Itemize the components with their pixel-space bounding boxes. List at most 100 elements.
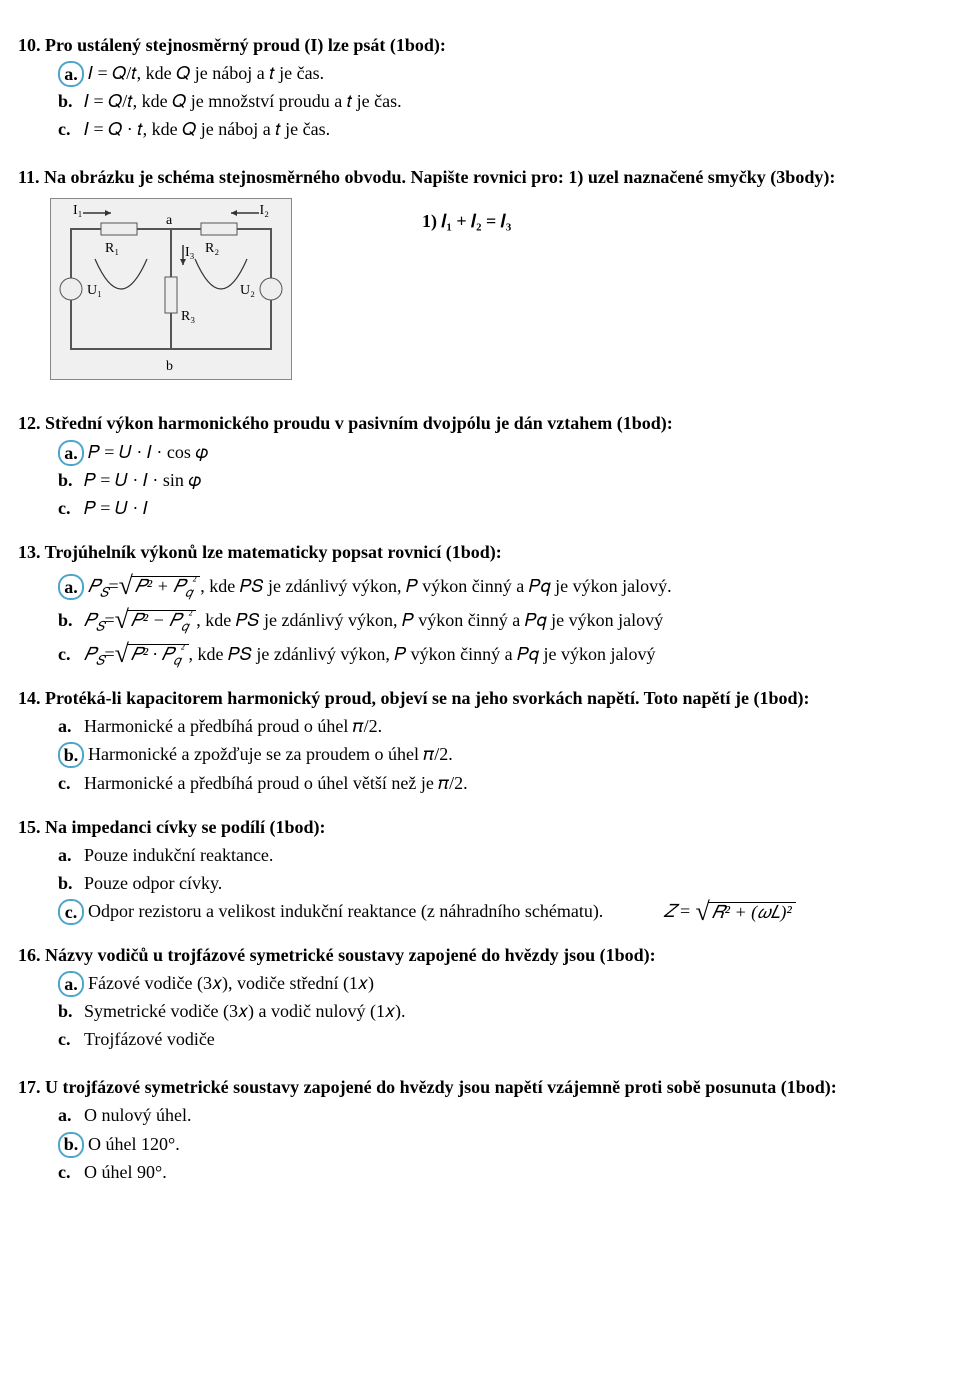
- lbl-r2: R₂: [205, 239, 219, 259]
- q14-options: a. Harmonické a předbíhá proud o úhel 𝜋/…: [58, 713, 942, 795]
- q13-opt-c: c. 𝑃𝑆 = √ 𝑃² · 𝑃𝑞² , kde 𝑃𝑆 je zdánlivý …: [58, 641, 942, 667]
- q17-a-label: a.: [58, 1102, 80, 1128]
- q13-c-label: c.: [58, 641, 80, 667]
- q10-title: 10. Pro ustálený stejnosměrný proud (I) …: [18, 32, 942, 58]
- q15-opt-b: b. Pouze odpor cívky.: [58, 870, 942, 896]
- q14-opt-a: a. Harmonické a předbíhá proud o úhel 𝜋/…: [58, 713, 942, 739]
- q15-c-label: c.: [58, 899, 84, 925]
- lbl-i3: I₃: [185, 243, 195, 263]
- q16-opt-a: a. Fázové vodiče (3𝑥), vodiče střední (1…: [58, 970, 942, 996]
- lbl-u1: U₁: [87, 281, 102, 301]
- q17-b-label: b.: [58, 1132, 84, 1158]
- q12-b-label: b.: [58, 467, 80, 493]
- q16-c-label: c.: [58, 1026, 80, 1052]
- q13-opt-a: a. 𝑃𝑆 = √ 𝑃² + 𝑃𝑞² , kde 𝑃𝑆 je zdánlivý …: [58, 573, 942, 599]
- q15-a-label: a.: [58, 842, 80, 868]
- q14-a-text: Harmonické a předbíhá proud o úhel 𝜋/2.: [84, 713, 382, 739]
- q10-opt-b: b. 𝐼 = 𝑄/𝑡, kde 𝑄 je množství proudu a 𝑡…: [58, 88, 942, 114]
- q13-c-lhs: 𝑃𝑆: [84, 641, 104, 667]
- q10-a-text: 𝐼 = 𝑄/𝑡, kde 𝑄 je náboj a 𝑡 je čas.: [88, 60, 324, 86]
- lbl-i2: I₂: [259, 201, 269, 221]
- q12-opt-c: c. 𝑃 = 𝑈 · 𝐼: [58, 495, 942, 521]
- q10-b-text: 𝐼 = 𝑄/𝑡, kde 𝑄 je množství proudu a 𝑡 je…: [84, 88, 402, 114]
- q13-b-tail: , kde 𝑃𝑆 je zdánlivý výkon, 𝑃 výkon činn…: [196, 607, 663, 633]
- q11-equation: 1) 𝐼₁ + 𝐼₂ = 𝐼₃: [422, 208, 511, 234]
- q17-opt-a: a. O nulový úhel.: [58, 1102, 942, 1128]
- lbl-r3: R₃: [181, 307, 195, 327]
- q16-c-text: Trojfázové vodiče: [84, 1026, 215, 1052]
- lbl-b: b: [166, 357, 173, 377]
- q11-title: 11. Na obrázku je schéma stejnosměrného …: [18, 164, 942, 190]
- q14-title: 14. Protéká-li kapacitorem harmonický pr…: [18, 685, 942, 711]
- q15-c-eq: 𝑍 = √𝑅² + (𝜔𝐿)²: [663, 898, 795, 924]
- q15-b-label: b.: [58, 870, 80, 896]
- lbl-r1: R₁: [105, 239, 119, 259]
- q15-options: a. Pouze indukční reaktance. b. Pouze od…: [58, 842, 942, 924]
- lbl-a: a: [166, 211, 172, 231]
- q16-b-label: b.: [58, 998, 80, 1024]
- q15-c-text: Odpor rezistoru a velikost indukční reak…: [88, 898, 603, 924]
- eq-sign: =: [104, 641, 114, 667]
- sqrt-b: √ 𝑃² − 𝑃𝑞²: [115, 610, 197, 631]
- q12-options: a. 𝑃 = 𝑈 · 𝐼 · cos 𝜑 b. 𝑃 = 𝑈 · 𝐼 · sin …: [58, 439, 942, 521]
- q17-a-text: O nulový úhel.: [84, 1102, 192, 1128]
- q12-b-text: 𝑃 = 𝑈 · 𝐼 · sin 𝜑: [84, 467, 201, 493]
- q13-c-tail: , kde 𝑃𝑆 je zdánlivý výkon, 𝑃 výkon činn…: [189, 641, 656, 667]
- q15-opt-a: a. Pouze indukční reaktance.: [58, 842, 942, 868]
- q10-options: a. 𝐼 = 𝑄/𝑡, kde 𝑄 je náboj a 𝑡 je čas. b…: [58, 60, 942, 142]
- q14-c-text: Harmonické a předbíhá proud o úhel větší…: [84, 770, 468, 796]
- q17-opt-b: b. O úhel 120°.: [58, 1131, 942, 1157]
- q12-a-text: 𝑃 = 𝑈 · 𝐼 · cos 𝜑: [88, 439, 208, 465]
- q10-c-label: c.: [58, 116, 80, 142]
- q13-options: a. 𝑃𝑆 = √ 𝑃² + 𝑃𝑞² , kde 𝑃𝑆 je zdánlivý …: [58, 573, 942, 667]
- eq-sign: =: [108, 573, 118, 599]
- q13-b-lhs: 𝑃𝑆: [84, 607, 104, 633]
- q16-a-label: a.: [58, 971, 84, 997]
- q17-c-label: c.: [58, 1159, 80, 1185]
- q12-c-label: c.: [58, 495, 80, 521]
- sqrt-a: √ 𝑃² + 𝑃𝑞²: [119, 576, 201, 597]
- q10-opt-c: c. 𝐼 = 𝑄 · 𝑡, kde 𝑄 je náboj a 𝑡 je čas.: [58, 116, 942, 142]
- q13-a-tail: , kde 𝑃𝑆 je zdánlivý výkon, 𝑃 výkon činn…: [200, 573, 671, 599]
- q14-a-label: a.: [58, 713, 80, 739]
- q17-b-text: O úhel 120°.: [88, 1131, 180, 1157]
- sqrt-c: √ 𝑃² · 𝑃𝑞²: [115, 644, 189, 665]
- q15-opt-c: c. Odpor rezistoru a velikost indukční r…: [58, 898, 942, 924]
- q12-opt-b: b. 𝑃 = 𝑈 · 𝐼 · sin 𝜑: [58, 467, 942, 493]
- q13-b-label: b.: [58, 607, 80, 633]
- q12-c-text: 𝑃 = 𝑈 · 𝐼: [84, 495, 148, 521]
- q14-opt-c: c. Harmonické a předbíhá proud o úhel vě…: [58, 770, 942, 796]
- q13-a-lhs: 𝑃𝑆: [88, 573, 108, 599]
- q16-title: 16. Názvy vodičů u trojfázové symetrické…: [18, 942, 942, 968]
- q10-opt-a: a. 𝐼 = 𝑄/𝑡, kde 𝑄 je náboj a 𝑡 je čas.: [58, 60, 942, 86]
- q16-opt-c: c. Trojfázové vodiče: [58, 1026, 942, 1052]
- q10-b-label: b.: [58, 88, 80, 114]
- q16-b-text: Symetrické vodiče (3𝑥) a vodič nulový (1…: [84, 998, 405, 1024]
- q13-a-label: a.: [58, 574, 84, 600]
- q10-a-label: a.: [58, 61, 84, 87]
- q17-c-text: O úhel 90°.: [84, 1159, 167, 1185]
- q16-a-text: Fázové vodiče (3𝑥), vodiče střední (1𝑥): [88, 970, 374, 996]
- eq-sign: =: [104, 607, 114, 633]
- q14-c-label: c.: [58, 770, 80, 796]
- q12-title: 12. Střední výkon harmonického proudu v …: [18, 410, 942, 436]
- q14-b-label: b.: [58, 742, 84, 768]
- q13-opt-b: b. 𝑃𝑆 = √ 𝑃² − 𝑃𝑞² , kde 𝑃𝑆 je zdánlivý …: [58, 607, 942, 633]
- lbl-i1: I₁: [73, 201, 83, 221]
- q17-opt-c: c. O úhel 90°.: [58, 1159, 942, 1185]
- q17-options: a. O nulový úhel. b. O úhel 120°. c. O ú…: [58, 1102, 942, 1184]
- q14-b-text: Harmonické a zpožďuje se za proudem o úh…: [88, 741, 453, 767]
- q16-options: a. Fázové vodiče (3𝑥), vodiče střední (1…: [58, 970, 942, 1052]
- q12-a-label: a.: [58, 440, 84, 466]
- q13-title: 13. Trojúhelník výkonů lze matematicky p…: [18, 539, 942, 565]
- q15-b-text: Pouze odpor cívky.: [84, 870, 222, 896]
- q12-opt-a: a. 𝑃 = 𝑈 · 𝐼 · cos 𝜑: [58, 439, 942, 465]
- q15-title: 15. Na impedanci cívky se podílí (1bod):: [18, 814, 942, 840]
- q16-opt-b: b. Symetrické vodiče (3𝑥) a vodič nulový…: [58, 998, 942, 1024]
- q17-title: 17. U trojfázové symetrické soustavy zap…: [18, 1074, 942, 1100]
- q10-c-text: 𝐼 = 𝑄 · 𝑡, kde 𝑄 je náboj a 𝑡 je čas.: [84, 116, 330, 142]
- q15-a-text: Pouze indukční reaktance.: [84, 842, 273, 868]
- circuit-diagram: I₁ I₂ a R₁ R₂ I₃ U₁ U₂ R₃ b: [50, 198, 292, 380]
- lbl-u2: U₂: [240, 281, 255, 301]
- q14-opt-b: b. Harmonické a zpožďuje se za proudem o…: [58, 741, 942, 767]
